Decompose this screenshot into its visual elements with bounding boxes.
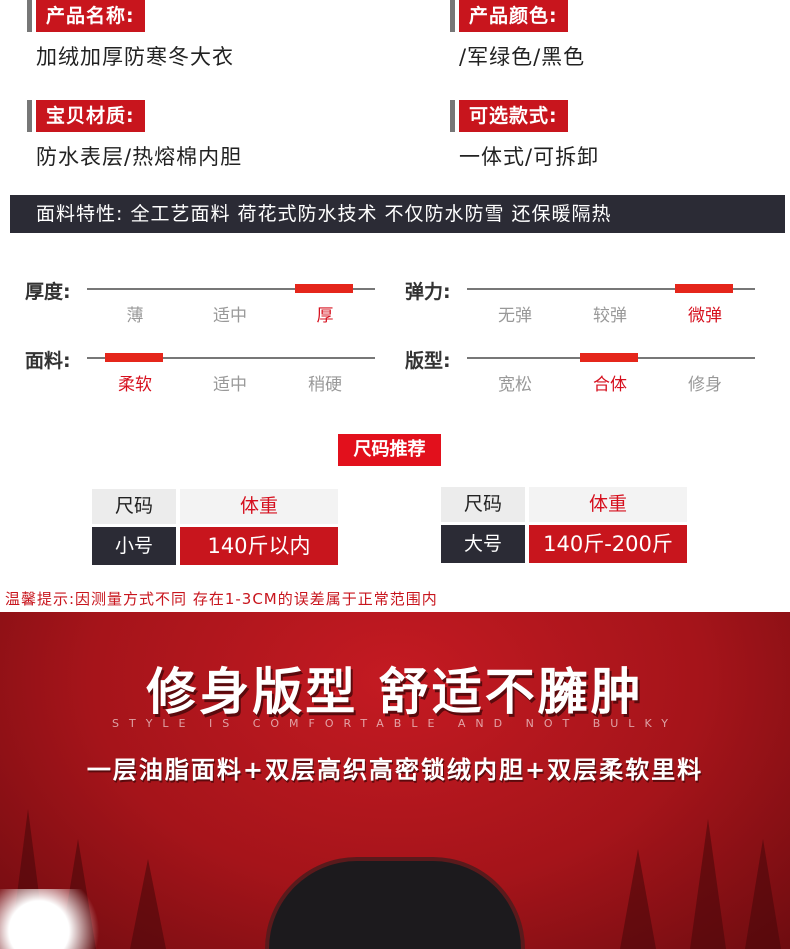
- promo-title: 修身版型 舒适不臃肿: [146, 663, 644, 721]
- tree-silhouette: [690, 819, 726, 949]
- info-label: 宝贝材质:: [36, 100, 145, 132]
- header-size: 尺码: [441, 487, 525, 522]
- slider-track: [87, 357, 375, 359]
- promo-features: 一层油脂面料+双层高织高密锁绒内胆+双层柔软里料: [86, 756, 704, 784]
- tree-silhouette: [130, 859, 166, 949]
- size-recommend-button[interactable]: 尺码推荐: [338, 434, 441, 466]
- tag-bar: [27, 100, 32, 132]
- info-label: 可选款式:: [459, 100, 568, 132]
- slider-option: 适中: [213, 306, 247, 326]
- slider-label: 版型:: [405, 350, 451, 372]
- slider-option: 适中: [213, 375, 247, 395]
- info-label: 产品名称:: [36, 0, 145, 32]
- snow-decoration: [0, 889, 130, 949]
- slider-marker: [295, 284, 353, 293]
- slider-option: 微弹: [688, 306, 722, 326]
- slider-option: 稍硬: [308, 375, 342, 395]
- promo-section: 修身版型 舒适不臃肿 STYLE IS COMFORTABLE AND NOT …: [0, 612, 790, 949]
- measurement-note: 温馨提示:因测量方式不同 存在1-3CM的误差属于正常范围内: [5, 590, 438, 608]
- tree-silhouette: [745, 839, 781, 949]
- slider-option: 薄: [126, 306, 144, 326]
- info-value: 防水表层/热熔棉内胆: [36, 145, 243, 169]
- slider-option: 无弹: [498, 306, 532, 326]
- slider-option: 柔软: [118, 375, 152, 395]
- slider-marker: [580, 353, 638, 362]
- info-value: /军绿色/黑色: [459, 45, 586, 69]
- slider-label: 弹力:: [405, 281, 451, 303]
- header-weight: 体重: [529, 487, 687, 522]
- promo-subtitle-en: STYLE IS COMFORTABLE AND NOT BULKY: [112, 717, 678, 730]
- jacket-hood-image: [265, 857, 525, 949]
- info-value: 一体式/可拆卸: [459, 145, 600, 169]
- slider-track: [467, 288, 755, 290]
- slider-marker: [675, 284, 733, 293]
- weight-value: 140斤以内: [180, 527, 338, 565]
- slider-track: [87, 288, 375, 290]
- tag-bar: [450, 100, 455, 132]
- slider-marker: [105, 353, 163, 362]
- slider-label: 面料:: [25, 350, 71, 372]
- info-value: 加绒加厚防寒冬大衣: [36, 45, 234, 69]
- size-value: 小号: [92, 527, 176, 565]
- fabric-feature-banner: 面料特性: 全工艺面料 荷花式防水技术 不仅防水防雪 还保暖隔热: [10, 195, 785, 233]
- slider-option: 宽松: [498, 375, 532, 395]
- slider-option: 修身: [688, 375, 722, 395]
- weight-value: 140斤-200斤: [529, 525, 687, 563]
- slider-option: 合体: [593, 375, 627, 395]
- tag-bar: [450, 0, 455, 32]
- slider-option: 厚: [316, 306, 334, 326]
- slider-label: 厚度:: [25, 281, 71, 303]
- size-value: 大号: [441, 525, 525, 563]
- header-size: 尺码: [92, 489, 176, 524]
- info-label: 产品颜色:: [459, 0, 568, 32]
- slider-option: 较弹: [593, 306, 627, 326]
- tree-silhouette: [620, 849, 656, 949]
- tag-bar: [27, 0, 32, 32]
- header-weight: 体重: [180, 489, 338, 524]
